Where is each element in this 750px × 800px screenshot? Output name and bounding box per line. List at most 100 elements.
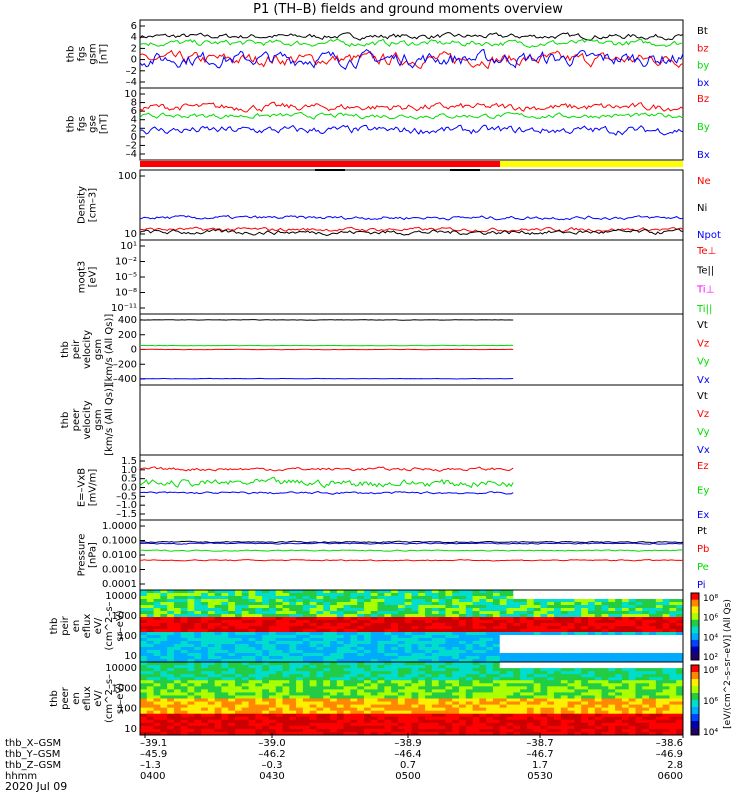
heatmap-cell (438, 590, 446, 594)
heatmap-cell (669, 710, 677, 715)
heatmap-cell (248, 632, 256, 636)
heatmap-cell (235, 665, 243, 669)
heatmap-cell (594, 647, 603, 651)
heatmap-cell (404, 671, 412, 675)
heatmap-cell (520, 629, 528, 633)
heatmap-cell (635, 689, 643, 693)
heatmap-cell (567, 710, 575, 715)
heatmap-cell (554, 635, 562, 639)
heatmap-cell (567, 629, 575, 633)
heatmap-cell (594, 725, 603, 730)
heatmap-cell (146, 617, 155, 621)
heatmap-cell (336, 644, 345, 648)
heatmap-cell (499, 668, 508, 672)
heatmap-cell (459, 692, 467, 696)
heatmap-cell (506, 629, 514, 633)
heatmap-cell (526, 656, 535, 660)
heatmap-cell (554, 677, 562, 681)
heatmap-cell (628, 731, 636, 736)
heatmap-cell (370, 647, 379, 651)
heatmap-cell (330, 671, 338, 675)
legend-pressure-Pi: Pi (697, 580, 706, 591)
heatmap-cell (316, 692, 324, 696)
heatmap-cell (513, 668, 521, 672)
heatmap-cell (201, 671, 209, 675)
heatmap-cell (621, 731, 630, 736)
heatmap-cell (363, 701, 372, 706)
heatmap-cell (635, 707, 643, 712)
heatmap-cell (594, 722, 603, 727)
heatmap-cell (357, 644, 365, 648)
heatmap-cell (445, 599, 453, 603)
heatmap-cell (173, 647, 182, 651)
heatmap-cell (587, 689, 596, 693)
heatmap-cell (560, 626, 569, 630)
heatmap-cell (533, 629, 541, 633)
heatmap-cell (567, 602, 575, 606)
heatmap-cell (221, 659, 229, 663)
heatmap-cell (540, 707, 548, 712)
heatmap-cell (296, 614, 304, 618)
heatmap-cell (506, 725, 514, 730)
heatmap-cell (262, 689, 270, 693)
heatmap-cell (669, 644, 677, 648)
heatmap-cell (201, 629, 209, 633)
heatmap-cell (655, 605, 664, 609)
heatmap-cell (316, 611, 324, 615)
heatmap-cell (533, 686, 541, 690)
heatmap-cell (526, 614, 535, 618)
ytick-fgs_gsm: 4 (131, 32, 137, 43)
heatmap-cell (431, 623, 440, 627)
heatmap-cell (574, 728, 582, 733)
heatmap-cell (540, 683, 548, 687)
heatmap-cell (587, 611, 596, 615)
heatmap-cell (560, 728, 569, 733)
heatmap-cell (655, 623, 664, 627)
heatmap-cell (289, 671, 297, 675)
heatmap-cell (146, 695, 155, 699)
heatmap-cell (452, 704, 460, 709)
heatmap-cell (411, 662, 419, 666)
heatmap-cell (608, 659, 616, 663)
heatmap-cell (268, 677, 277, 681)
heatmap-cell (384, 686, 392, 690)
heatmap-cell (404, 608, 412, 612)
heatmap-cell (391, 590, 399, 594)
heatmap-cell (153, 683, 161, 687)
heatmap-cell (642, 668, 650, 672)
heatmap-cell (628, 620, 636, 624)
heatmap-cell (533, 677, 541, 681)
heatmap-cell (357, 683, 365, 687)
heatmap-cell (628, 629, 636, 633)
heatmap-cell (486, 731, 494, 736)
heatmap-cell (608, 635, 616, 639)
heatmap-cell (635, 677, 643, 681)
heatmap-cell (255, 671, 263, 675)
heatmap-cell (445, 647, 453, 651)
heatmap-cell (506, 647, 514, 651)
heatmap-cell (547, 707, 555, 712)
heatmap-cell (146, 611, 155, 615)
heatmap-cell (282, 638, 290, 642)
heatmap-cell (235, 686, 243, 690)
heatmap-cell (241, 725, 250, 730)
heatmap-cell (499, 665, 508, 669)
heatmap-cell (540, 689, 548, 693)
heatmap-cell (547, 662, 555, 666)
heatmap-cell (173, 599, 182, 603)
heatmap-cell (330, 623, 338, 627)
heatmap-cell (506, 608, 514, 612)
heatmap-cell (587, 602, 596, 606)
heatmap-cell (357, 713, 365, 718)
heatmap-cell (167, 731, 175, 736)
heatmap-cell (526, 728, 535, 733)
heatmap-cell (370, 650, 379, 654)
heatmap-cell (587, 626, 596, 630)
heatmap-cell (452, 638, 460, 642)
heatmap-cell (194, 668, 202, 672)
heatmap-cell (370, 680, 379, 684)
heatmap-cell (642, 695, 650, 699)
heatmap-cell (635, 641, 643, 645)
heatmap-cell (520, 650, 528, 654)
heatmap-cell (540, 668, 548, 672)
